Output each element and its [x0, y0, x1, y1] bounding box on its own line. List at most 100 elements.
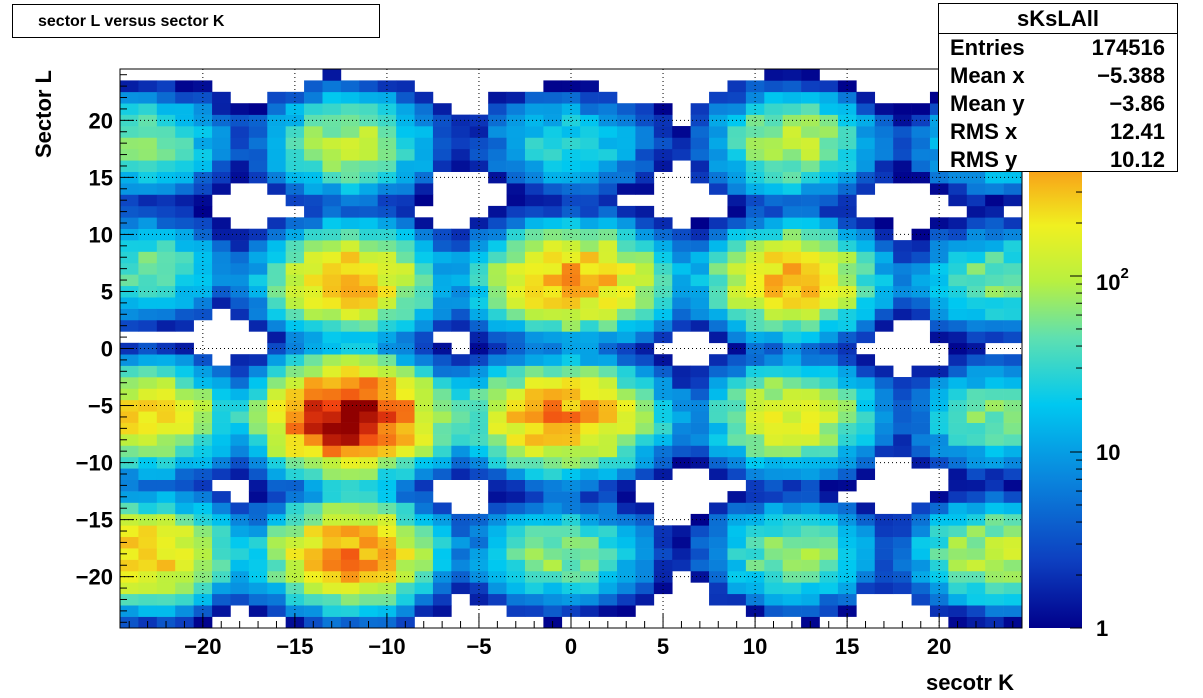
heatmap-cell [156, 148, 176, 161]
heatmap-cell [985, 548, 1004, 560]
heatmap-cell [690, 388, 710, 401]
heatmap-cell [156, 468, 176, 480]
heatmap-cell [322, 445, 342, 458]
heatmap-cell [267, 445, 286, 458]
heatmap-cell [543, 137, 563, 150]
heatmap-cell [359, 548, 379, 560]
heatmap-cell [580, 80, 599, 93]
heatmap-cell [396, 570, 415, 583]
heatmap-cell [322, 354, 342, 366]
heatmap-cell [801, 194, 820, 207]
heatmap-cell [966, 582, 986, 595]
heatmap-cell [617, 525, 636, 538]
heatmap-cell [893, 103, 912, 115]
heatmap-cell [801, 605, 820, 617]
heatmap-cell [414, 91, 434, 104]
heatmap-cell [709, 593, 728, 606]
heatmap-cell [635, 297, 655, 309]
heatmap-cell [285, 445, 305, 458]
heatmap-cell [138, 126, 158, 138]
heatmap-cell [120, 262, 139, 275]
heatmap-cell [359, 319, 379, 332]
heatmap-cell [893, 160, 912, 172]
heatmap-cell [672, 262, 691, 275]
heatmap-cell [138, 228, 158, 241]
heatmap-cell [617, 491, 636, 503]
heatmap-cell [488, 354, 507, 366]
heatmap-cell [819, 434, 839, 446]
x-tick-label: −10 [368, 634, 405, 659]
heatmap-cell [672, 377, 691, 389]
heatmap-cell [432, 262, 452, 275]
heatmap-cell [267, 274, 286, 287]
heatmap-cell [156, 194, 176, 207]
heatmap-cell [267, 319, 286, 332]
heatmap-cell [193, 502, 213, 515]
heatmap-cell [414, 171, 434, 184]
heatmap-cell [580, 570, 599, 583]
heatmap-cell [285, 262, 305, 275]
heatmap-cell [488, 285, 507, 298]
heatmap-cell [764, 69, 783, 81]
heatmap-cell [377, 491, 397, 503]
heatmap-cell [322, 559, 342, 572]
heatmap-cell [340, 593, 360, 606]
heatmap-cell [672, 297, 691, 309]
heatmap-cell [819, 559, 839, 572]
heatmap-cell [745, 536, 765, 549]
heatmap-cell [764, 91, 783, 104]
heatmap-cell [709, 114, 728, 127]
heatmap-cell [396, 456, 415, 469]
heatmap-cell [856, 445, 876, 458]
heatmap-cell [966, 525, 986, 538]
heatmap-cell [617, 365, 636, 378]
heatmap-cell [543, 593, 563, 606]
heatmap-cell [617, 308, 636, 321]
heatmap-cell [782, 80, 802, 93]
heatmap-cell [948, 217, 968, 230]
heatmap-cell [745, 297, 765, 309]
heatmap-cell [377, 605, 397, 617]
heatmap-cell [653, 525, 673, 538]
heatmap-cell [193, 388, 213, 401]
heatmap-cell [580, 536, 599, 549]
heatmap-cell [948, 262, 968, 275]
heatmap-cell [929, 308, 949, 321]
heatmap-cell [911, 103, 931, 115]
heatmap-cell [745, 160, 765, 172]
heatmap-cell [451, 559, 471, 572]
heatmap-cell [672, 388, 691, 401]
heatmap-cell [138, 205, 158, 218]
heatmap-cell [322, 491, 342, 503]
heatmap-cell [782, 479, 802, 492]
heatmap-cell [340, 308, 360, 321]
heatmap-cell [248, 456, 268, 469]
heatmap-cell [801, 502, 820, 515]
heatmap-cell [709, 365, 728, 378]
heatmap-cell [635, 411, 655, 423]
heatmap-cell [948, 422, 968, 435]
heatmap-cell [248, 262, 268, 275]
heatmap-cell [524, 91, 544, 104]
heatmap-cell [340, 126, 360, 138]
heatmap-cell [709, 456, 728, 469]
heatmap-cell [837, 388, 857, 401]
heatmap-cell [248, 148, 268, 161]
heatmap-cell [488, 160, 507, 172]
heatmap-cell [1003, 365, 1023, 378]
heatmap-cell [212, 91, 231, 104]
heatmap-cell [156, 274, 176, 287]
heatmap-cell [617, 205, 636, 218]
heatmap-cell [561, 217, 581, 230]
heatmap-cell [156, 160, 176, 172]
heatmap-cell [193, 605, 213, 617]
heatmap-cell [801, 274, 820, 287]
heatmap-cell [782, 103, 802, 115]
heatmap-cell [359, 434, 379, 446]
heatmap-cell [248, 137, 268, 150]
heatmap-cell [543, 308, 563, 321]
heatmap-cell [156, 502, 176, 515]
heatmap-cell [727, 160, 747, 172]
heatmap-cell [893, 445, 912, 458]
heatmap-cell [340, 319, 360, 332]
